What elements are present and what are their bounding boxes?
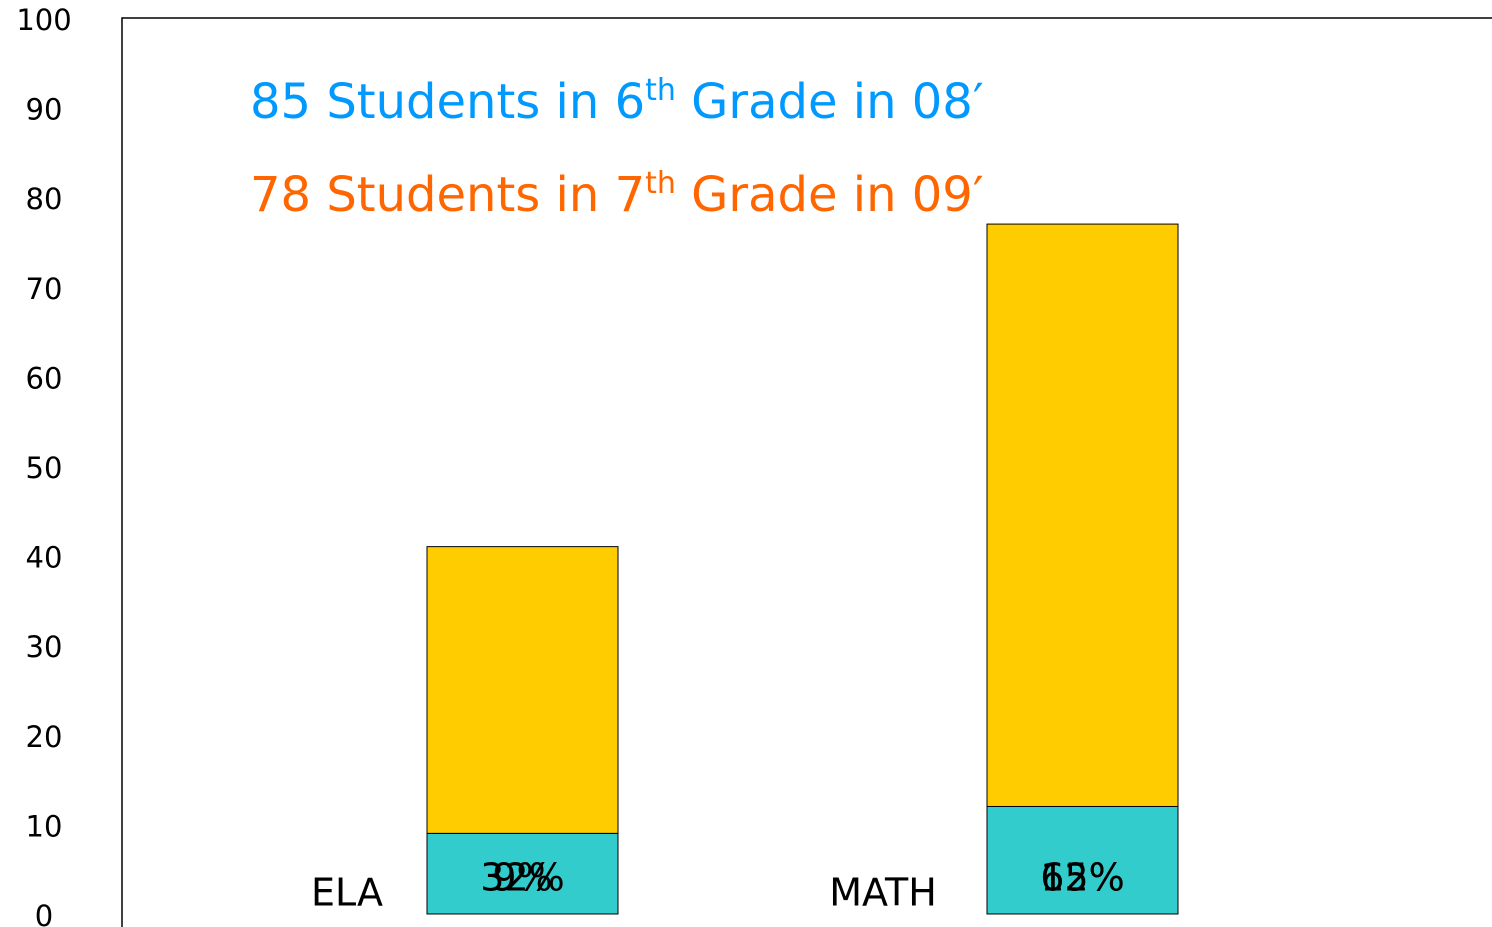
y-tick-label: 40 <box>26 541 63 575</box>
x-tick-label: ELA <box>311 871 383 915</box>
plot-frame <box>121 17 1492 927</box>
y-tick-label: 10 <box>26 809 63 843</box>
annotation-part: 85 Students in 6 <box>250 74 645 130</box>
data-label: 32% <box>480 856 564 900</box>
y-tick-label: 50 <box>26 451 63 485</box>
annotation-part: th <box>645 73 676 108</box>
data-label: 65% <box>1040 856 1124 900</box>
annotation: 78 Students in 7th Grade in 09′ <box>250 166 984 224</box>
annotation-part: 78 Students in 7 <box>250 167 645 223</box>
y-tick-label: 0 <box>35 899 53 927</box>
annotation-part: th <box>645 166 676 201</box>
annotation-part: Grade in 08′ <box>676 74 984 130</box>
x-tick-label: MATH <box>829 871 937 915</box>
y-tick-label: 90 <box>26 93 63 127</box>
y-tick-label: 100 <box>16 3 71 37</box>
data-label: 9% <box>492 856 552 900</box>
y-tick-label: 20 <box>26 720 63 754</box>
bar-segment <box>986 223 1179 807</box>
bar-segment <box>426 832 619 915</box>
y-tick-label: 80 <box>26 182 63 216</box>
annotation-part: Grade in 09′ <box>676 167 984 223</box>
bar-segment <box>426 546 619 834</box>
y-tick-label: 60 <box>26 361 63 395</box>
annotation: 85 Students in 6th Grade in 08′ <box>250 73 984 131</box>
data-label: 12% <box>1040 856 1124 900</box>
y-tick-label: 70 <box>26 272 63 306</box>
y-tick-label: 30 <box>26 630 63 664</box>
